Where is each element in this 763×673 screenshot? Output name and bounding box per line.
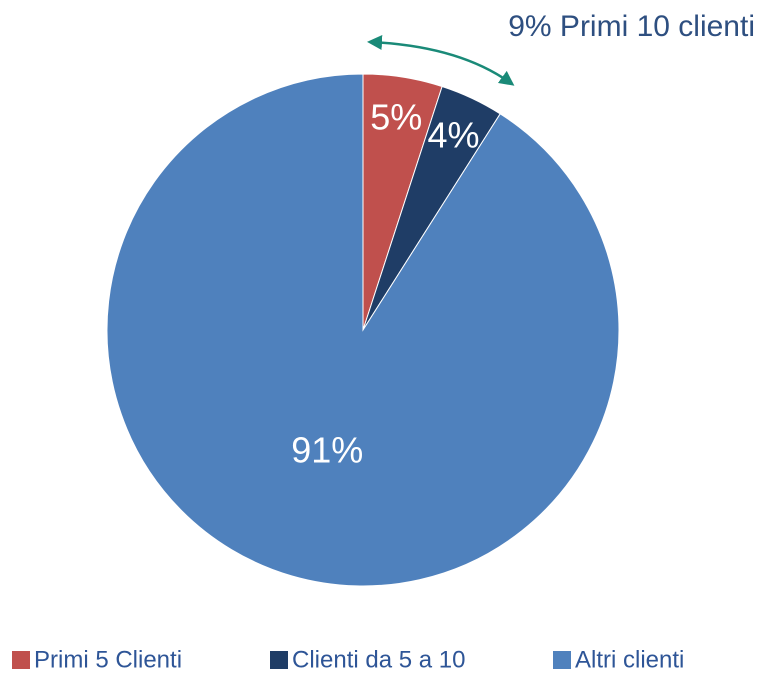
annotation: 9% Primi 10 clienti [508,10,755,43]
legend-swatch [12,651,30,669]
pie-slice [106,73,620,587]
legend-swatch [553,651,571,669]
value-label: 91% [291,429,363,470]
value-label: 5% [370,97,422,138]
legend-swatch [270,651,288,669]
value-label: 4% [427,114,479,155]
legend-label: Clienti da 5 a 10 [292,646,465,673]
legend-label: Primi 5 Clienti [34,646,182,673]
legend-label: Altri clienti [575,646,684,673]
annotation-arrow [367,35,515,86]
